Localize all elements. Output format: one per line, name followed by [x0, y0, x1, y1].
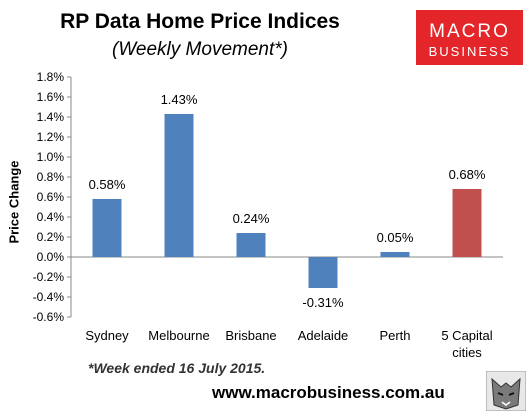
bar — [452, 189, 482, 257]
bar — [164, 114, 194, 257]
x-tick-label: 5 Capital — [441, 328, 492, 343]
x-tick-label: cities — [452, 345, 482, 360]
chart-title: RP Data Home Price Indices — [60, 10, 340, 33]
y-tick-label: -0.2% — [33, 270, 65, 284]
data-label: 1.43% — [161, 92, 198, 107]
y-tick-label: 1.8% — [37, 70, 65, 84]
logo-line2: BUSINESS — [428, 44, 511, 59]
bar — [92, 199, 122, 257]
website-link[interactable]: www.macrobusiness.com.au — [212, 383, 445, 402]
y-tick-label: 1.4% — [37, 110, 65, 124]
y-tick-label: 1.6% — [37, 90, 65, 104]
x-tick-label: Melbourne — [148, 328, 209, 343]
bar — [236, 233, 266, 257]
x-tick-label: Sydney — [85, 328, 129, 343]
chart-subtitle: (Weekly Movement*) — [112, 39, 288, 60]
x-tick-label: Perth — [379, 328, 410, 343]
y-tick-label: 0.6% — [37, 190, 65, 204]
data-label: 0.05% — [377, 230, 414, 245]
y-tick-label: 0.8% — [37, 170, 65, 184]
y-tick-label: 0.4% — [37, 210, 65, 224]
bar — [380, 252, 410, 257]
x-tick-label: Brisbane — [225, 328, 276, 343]
data-label: 0.58% — [89, 177, 126, 192]
logo-line1: MACRO — [429, 21, 510, 42]
y-tick-label: -0.6% — [33, 310, 65, 324]
bar — [308, 257, 338, 288]
y-tick-label: 0.2% — [37, 230, 65, 244]
data-label: 0.24% — [233, 211, 270, 226]
y-tick-label: -0.4% — [33, 290, 65, 304]
y-tick-label: 1.2% — [37, 130, 65, 144]
footnote: *Week ended 16 July 2015. — [88, 360, 266, 376]
y-tick-label: 0.0% — [37, 250, 65, 264]
macrobusiness-logo[interactable]: MACRO BUSINESS — [416, 10, 523, 65]
wolf-icon — [486, 371, 526, 411]
data-label: -0.31% — [302, 295, 344, 310]
data-label: 0.68% — [449, 167, 486, 182]
y-tick-label: 1.0% — [37, 150, 65, 164]
x-tick-label: Adelaide — [298, 328, 349, 343]
